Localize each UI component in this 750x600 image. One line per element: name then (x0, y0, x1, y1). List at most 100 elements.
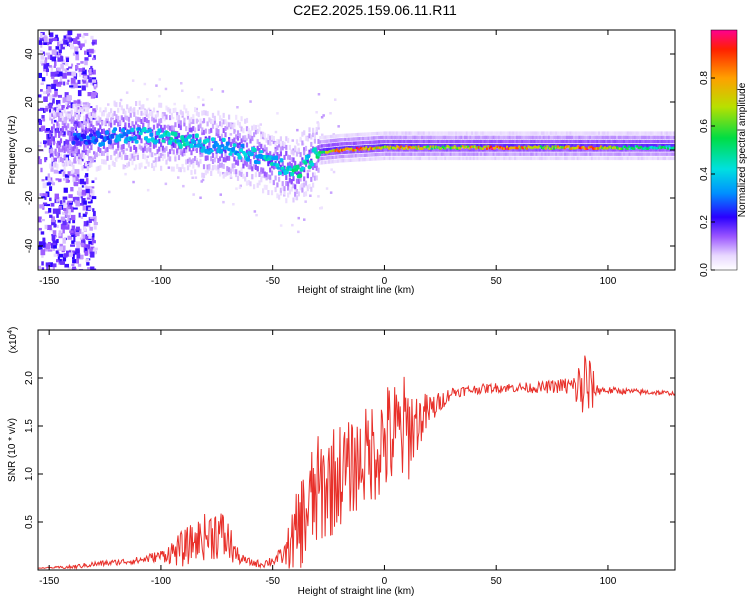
spectrogram-cell (290, 163, 293, 169)
spectrogram-cell (671, 131, 674, 135)
spectrogram-cell (430, 131, 433, 135)
spectrogram-cell (489, 148, 492, 152)
spectrogram-ridge-cell (321, 151, 323, 154)
spectrogram-cell (326, 147, 329, 152)
spectrogram-cell (65, 178, 70, 183)
spectrogram-cell (344, 137, 347, 142)
spectrogram-cell (67, 180, 70, 183)
spectrogram-cell (82, 205, 88, 211)
spectrogram-ridge-cell (530, 146, 533, 149)
spectrogram-ridge-cell (636, 145, 639, 148)
spectrogram-ridge-cell (551, 145, 554, 148)
spectrogram-cell (240, 138, 243, 144)
spectrogram-cell (39, 37, 44, 41)
spectrogram-cell (108, 127, 111, 133)
spectrogram-ridge-cell (483, 145, 486, 149)
spectrogram-cell (71, 267, 77, 270)
spectrogram-xtick-label: 0 (382, 276, 388, 287)
spectrogram-cell (102, 111, 105, 117)
spectrogram-cell (74, 112, 77, 117)
spectrogram-cell (306, 186, 309, 192)
spectrogram-cell (176, 135, 179, 141)
spectrogram-cell (565, 152, 569, 156)
spectrogram-cell (190, 150, 193, 156)
spectrogram-cell (49, 115, 52, 121)
spectrogram-cell (380, 144, 383, 148)
spectrogram-cell (476, 139, 479, 144)
spectrogram-cell (573, 148, 576, 152)
spectrogram-cell (483, 135, 486, 140)
spectrogram-cell (354, 141, 358, 145)
spectrogram-cell (619, 131, 622, 135)
spectrogram-cell (363, 145, 367, 149)
spectrogram-cell (437, 156, 440, 161)
snr-ytick-label: 1.5 (24, 419, 35, 433)
spectrogram-cell (38, 108, 43, 111)
spectrogram-cell (558, 135, 561, 140)
spectrogram-ridge-cell (472, 145, 475, 149)
spectrogram-cell (129, 153, 132, 159)
spectrogram-cell (569, 131, 572, 135)
spectrogram-cell (413, 135, 417, 140)
spectrogram-cell (122, 117, 125, 123)
spectrogram-ridge-cell (245, 157, 250, 162)
spectrogram-cell (444, 148, 447, 152)
spectrogram-cell (517, 131, 520, 135)
spectrogram-cell (68, 252, 73, 258)
spectrogram-cell (664, 131, 667, 135)
spectrogram-cell (467, 152, 470, 156)
spectrogram-cell (347, 154, 350, 158)
spectrogram-cell (474, 148, 477, 152)
spectrogram-cell (347, 133, 350, 137)
spectrogram-cell (69, 85, 74, 88)
spectrogram-cell (405, 152, 408, 156)
spectrogram-ridge-cell (205, 138, 210, 143)
spectrogram-cell (340, 150, 343, 155)
spectrogram-cell (257, 124, 260, 128)
spectrogram-cell (117, 142, 120, 148)
spectrogram-cell (535, 156, 538, 161)
spectrogram-ridge-cell (494, 147, 496, 150)
spectrogram-cell (480, 156, 483, 161)
spectrogram-cell (320, 116, 324, 119)
spectrogram-cell (229, 122, 232, 128)
spectrogram-cell (272, 136, 275, 141)
spectrogram-cell (605, 152, 608, 156)
spectrogram-cell (106, 147, 109, 152)
spectrogram-cell (405, 135, 408, 140)
spectrogram-cell (424, 144, 427, 148)
spectrogram-ridge-cell (477, 146, 480, 149)
spectrogram-cell (546, 148, 549, 152)
spectrogram-cell (637, 152, 640, 156)
spectrogram-cell (52, 162, 55, 168)
spectrogram-cell (88, 129, 92, 132)
spectrogram-cell (346, 141, 349, 146)
spectrogram-cell (442, 135, 445, 140)
spectrogram-cell (655, 139, 658, 144)
spectrogram-cell (435, 156, 438, 161)
spectrogram-cell (177, 155, 181, 161)
spectrogram-cell (551, 156, 554, 161)
spectrogram-ridge-cell (342, 148, 345, 151)
spectrogram-cell (194, 127, 197, 133)
spectrogram-cell (221, 90, 225, 93)
spectrogram-cell (381, 152, 384, 156)
spectrogram-cell (253, 164, 256, 170)
spectrogram-cell (419, 152, 422, 156)
spectrogram-cell (608, 135, 611, 140)
spectrogram-cell (605, 156, 608, 161)
spectrogram-cell (75, 226, 80, 231)
spectrogram-cell (85, 188, 90, 194)
spectrogram-cell (669, 156, 672, 161)
spectrogram-cell (528, 131, 531, 135)
spectrogram-cell (490, 139, 493, 144)
spectrogram-cell (75, 231, 80, 237)
spectrogram-cell (312, 127, 315, 133)
spectrogram-ridge-cell (455, 146, 458, 150)
spectrogram-cell (523, 152, 526, 156)
spectrogram-cell (67, 203, 73, 210)
spectrogram-cell (262, 148, 265, 154)
spectrogram-cell (222, 200, 225, 204)
spectrogram-cell (337, 155, 340, 159)
spectrogram-cell (152, 160, 156, 163)
